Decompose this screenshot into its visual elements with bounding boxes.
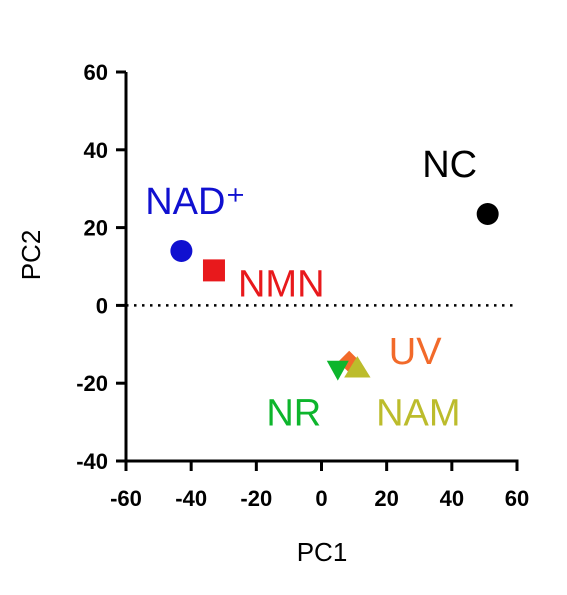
- x-tick-label: -60: [110, 486, 142, 511]
- marker-nr: [326, 360, 349, 381]
- x-tick-label: -40: [175, 486, 207, 511]
- data-markers: [170, 202, 499, 381]
- x-tick-label: -20: [240, 486, 272, 511]
- marker-nam: [344, 356, 371, 378]
- y-tick-label: 40: [84, 138, 108, 163]
- data-labels: NC NAD⁺ NMN UV NR NAM: [145, 144, 477, 435]
- x-tick-label: 60: [505, 486, 529, 511]
- x-tick-label: 0: [315, 486, 327, 511]
- label-nmn: NMN: [238, 263, 325, 305]
- label-nam: NAM: [376, 393, 460, 435]
- x-tick-label: 20: [374, 486, 398, 511]
- y-tick-label: 0: [96, 293, 108, 318]
- y-tick-label: -40: [76, 449, 108, 474]
- marker-nmn: [202, 259, 225, 282]
- label-nad: NAD⁺: [145, 181, 245, 223]
- label-nc: NC: [422, 144, 477, 186]
- marker-nc: [476, 202, 499, 225]
- y-axis-title: PC2: [16, 230, 46, 281]
- x-axis-title: PC1: [297, 537, 348, 567]
- y-tick-label: 60: [84, 60, 108, 85]
- x-tick-label: 40: [440, 486, 464, 511]
- marker-nad: [170, 239, 193, 262]
- y-tick-label: -20: [76, 371, 108, 396]
- label-nr: NR: [266, 393, 321, 435]
- y-tick-label: 20: [84, 216, 108, 241]
- label-uv: UV: [389, 331, 442, 373]
